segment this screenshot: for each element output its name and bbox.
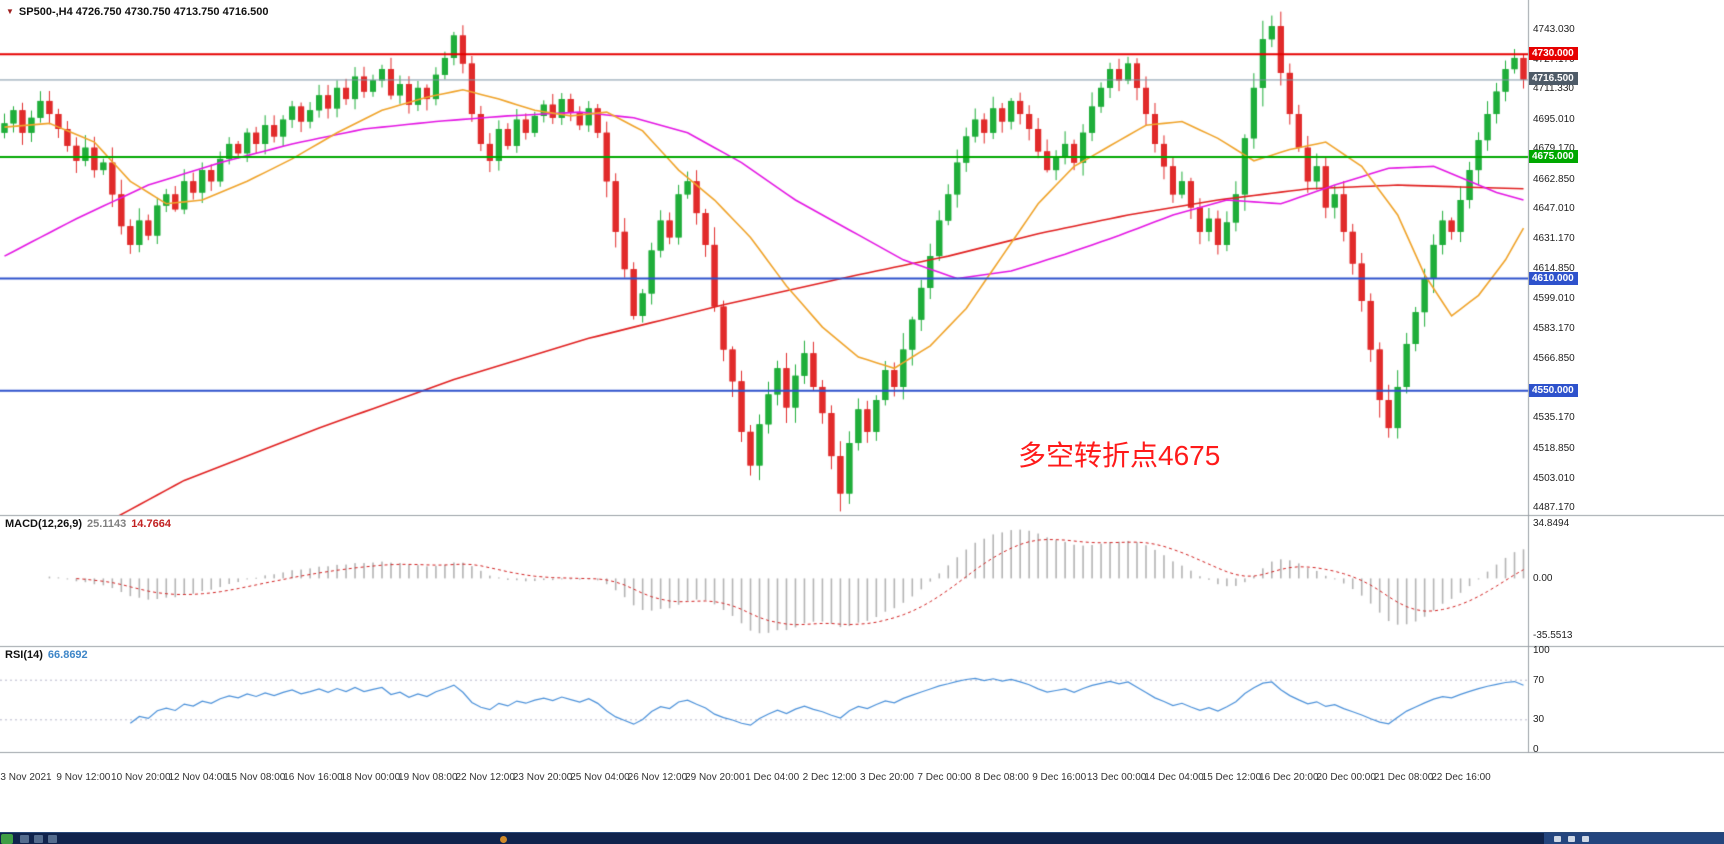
symbol-marker-icon: ▼ — [6, 7, 14, 16]
macd-signal-value: 14.7664 — [131, 518, 171, 530]
tray-icon — [1582, 836, 1589, 842]
taskbar-notification-icon — [500, 836, 507, 843]
rsi-name: RSI(14) — [5, 649, 43, 661]
rsi-indicator-label: RSI(14) 66.8692 — [5, 649, 88, 661]
chart-annotation-text: 多空转折点4675 — [1018, 440, 1221, 471]
taskbar-app-icon[interactable] — [20, 835, 29, 843]
start-button[interactable] — [1, 834, 13, 844]
macd-main-value: 25.1143 — [87, 518, 127, 530]
chart-header: ▼ SP500-,H4 4726.750 4730.750 4713.750 4… — [6, 6, 268, 18]
rsi-value: 66.8692 — [47, 649, 88, 661]
symbol-ohlc-label: SP500-,H4 4726.750 4730.750 4713.750 471… — [18, 6, 269, 18]
macd-indicator-label: MACD(12,26,9) 25.1143 14.7664 — [5, 518, 171, 530]
taskbar-app-icon[interactable] — [48, 835, 57, 843]
taskbar-app-icon[interactable] — [34, 835, 43, 843]
taskbar — [0, 832, 1724, 844]
macd-name: MACD(12,26,9) — [5, 518, 83, 530]
system-tray[interactable] — [1544, 833, 1724, 844]
tray-icon — [1568, 836, 1575, 842]
tray-icon — [1554, 836, 1561, 842]
